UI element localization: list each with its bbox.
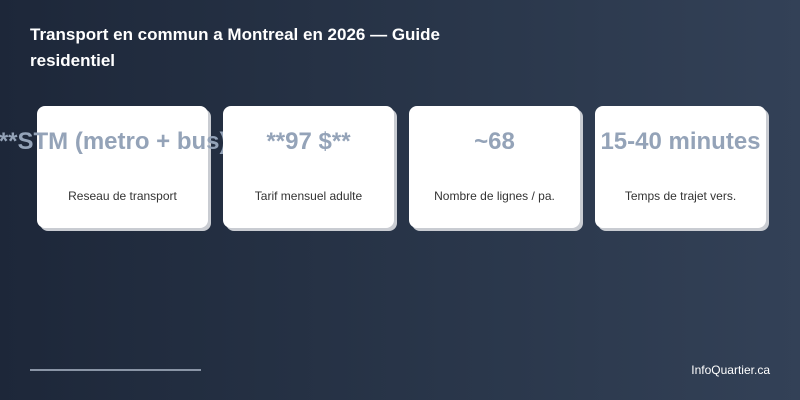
- stat-label: Temps de trajet vers.: [624, 189, 737, 203]
- stat-card: **97 $** Tarif mensuel adulte: [223, 106, 394, 228]
- stat-value: **97 $**: [266, 128, 351, 155]
- stat-value: **STM (metro + bus)**: [0, 128, 247, 155]
- title: Transport en commun a Montreal en 2026 —…: [30, 25, 440, 70]
- stat-value: 15-40 minutes: [600, 128, 761, 155]
- footer-rule: [30, 369, 201, 371]
- stat-label: Nombre de lignes / pa.: [434, 189, 555, 203]
- stat-label: Tarif mensuel adulte: [254, 189, 363, 203]
- stat-value: ~68: [474, 128, 515, 155]
- stat-card: **STM (metro + bus)** Reseau de transport: [0, 106, 246, 228]
- stat-card: 15-40 minutes Temps de trajet vers.: [595, 106, 766, 228]
- stat-label: Reseau de transport: [68, 189, 177, 203]
- stat-card: ~68 Nombre de lignes / pa.: [409, 106, 580, 228]
- source: InfoQuartier.ca: [691, 363, 770, 377]
